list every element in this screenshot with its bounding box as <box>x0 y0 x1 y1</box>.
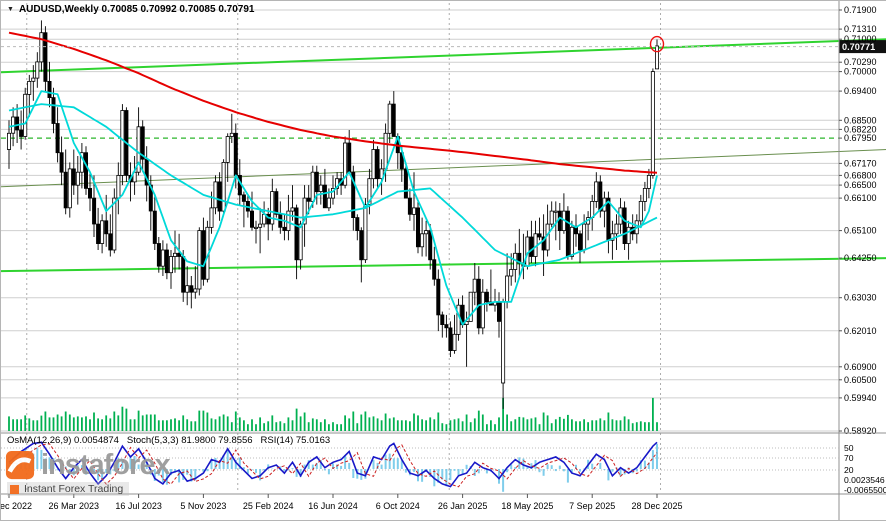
instaforex-tagline: Instant Forex Trading <box>7 482 130 496</box>
instaforex-brand-row: instaforex <box>5 448 171 481</box>
chart-title-text: AUDUSD,Weekly 0.70085 0.70992 0.70085 0.… <box>18 4 255 15</box>
channel-bottom-line[interactable] <box>1 257 886 273</box>
current-price-badge <box>839 40 886 54</box>
instaforex-logo-icon <box>5 450 35 480</box>
price-axis-label: 0.69400 <box>844 86 877 96</box>
instaforex-tagline-text: Instant Forex Trading <box>24 483 124 495</box>
price-axis-label: 0.66800 <box>844 170 877 180</box>
date-axis-label: 25 Feb 2024 <box>243 501 294 511</box>
instaforex-tagline-icon <box>10 484 19 494</box>
price-axis-label: 0.59940 <box>844 393 877 403</box>
price-axis-label: 0.67170 <box>844 158 877 168</box>
indicator-axis-label: 50 <box>844 443 854 453</box>
chart-symbol-icon: ▼ <box>7 6 14 13</box>
price-axis-label: 0.70290 <box>844 57 877 67</box>
indicator-axis-label: 70 <box>844 453 854 463</box>
date-axis-label: 16 Jul 2023 <box>115 501 162 511</box>
indicator-axis-label: 0.0023546 <box>844 475 885 485</box>
price-axis-label: 0.58920 <box>844 426 877 436</box>
date-axis-label: 7 Sep 2025 <box>569 501 615 511</box>
date-axis-label: 5 Nov 2023 <box>180 501 226 511</box>
indicator-axis-label: -0.0065500 <box>844 485 886 495</box>
price-axis-label: 0.71900 <box>844 5 877 15</box>
price-axis-label: 0.68220 <box>844 124 877 134</box>
date-axis-label: 4 Dec 2022 <box>1 501 32 511</box>
stochastic-signal-line <box>9 443 658 488</box>
price-axis-label: 0.70000 <box>844 67 877 77</box>
date-axis-label: 6 Oct 2024 <box>376 501 420 511</box>
price-axis-label: 0.67950 <box>844 133 877 143</box>
price-axis-label: 0.63030 <box>844 293 877 303</box>
price-axis-label: 0.68500 <box>844 115 877 125</box>
price-axis-label: 0.71310 <box>844 24 877 34</box>
instaforex-brand-text: instaforex <box>41 448 171 481</box>
current-price-text: 0.70771 <box>842 42 875 52</box>
trend-lines[interactable] <box>1 38 886 273</box>
channel-top-line[interactable] <box>1 38 886 74</box>
price-axis-label: 0.62010 <box>844 326 877 336</box>
chart-title: ▼ AUDUSD,Weekly 0.70085 0.70992 0.70085 … <box>7 4 254 15</box>
price-axis-label: 0.64250 <box>844 253 877 263</box>
price-axis-label: 0.66100 <box>844 193 877 203</box>
ma-red <box>8 31 658 174</box>
ma-cyan-fast <box>8 90 658 326</box>
indicator-values-label: OsMA(12,26,9) 0.0054874 Stoch(5,3,3) 81.… <box>7 435 331 446</box>
breakout-circle-annotation <box>649 35 665 53</box>
candles <box>7 20 660 409</box>
date-axis-label: 16 Jun 2024 <box>308 501 358 511</box>
price-axis-label: 0.60500 <box>844 375 877 385</box>
date-axis-label: 26 Jan 2025 <box>438 501 488 511</box>
date-axis: 4 Dec 2022 26 Mar 2023 16 Jul 2023 5 Nov 20… <box>1 494 683 511</box>
ma-cyan-slow <box>8 103 658 268</box>
date-axis-label: 26 Mar 2023 <box>49 501 100 511</box>
date-axis-label: 28 Dec 2025 <box>631 501 682 511</box>
indicator-axis-label: 20 <box>844 465 854 475</box>
price-axis-label: 0.66500 <box>844 180 877 190</box>
date-axis-label: 18 May 2025 <box>501 501 553 511</box>
volume-bars <box>8 397 658 431</box>
price-axis-label: 0.65100 <box>844 226 877 236</box>
stochastic-main-line <box>8 441 658 488</box>
price-axis-label: 0.60900 <box>844 362 877 372</box>
year-separators <box>26 3 661 493</box>
instaforex-watermark: instaforex Instant Forex Trading <box>5 448 171 496</box>
price-axis-label: 0.71000 <box>844 34 877 44</box>
